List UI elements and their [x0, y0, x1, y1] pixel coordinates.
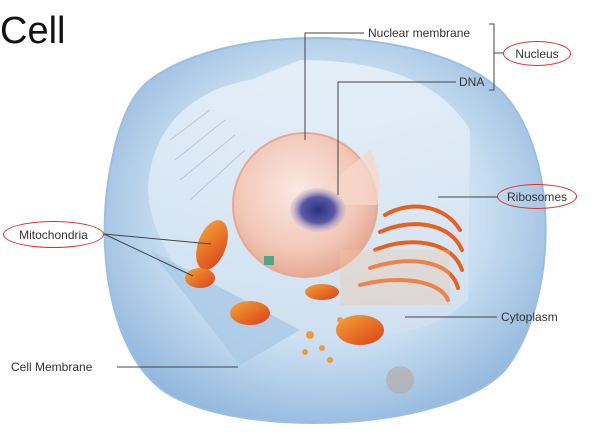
label-cell-membrane: Cell Membrane	[11, 360, 93, 374]
label-mitochondria: Mitochondria	[3, 221, 104, 248]
label-nucleus: Nucleus	[503, 41, 571, 66]
page-title: Cell	[0, 10, 66, 52]
ribosome-stacks	[358, 204, 464, 302]
dna-cluster	[290, 188, 346, 232]
label-ribosomes: Ribosomes	[497, 184, 577, 209]
label-cytoplasm: Cytoplasm	[501, 310, 558, 324]
mitochondria-group	[185, 220, 384, 345]
label-nuclear-membrane: Nuclear membrane	[368, 26, 471, 40]
label-dna: DNA	[459, 75, 485, 89]
